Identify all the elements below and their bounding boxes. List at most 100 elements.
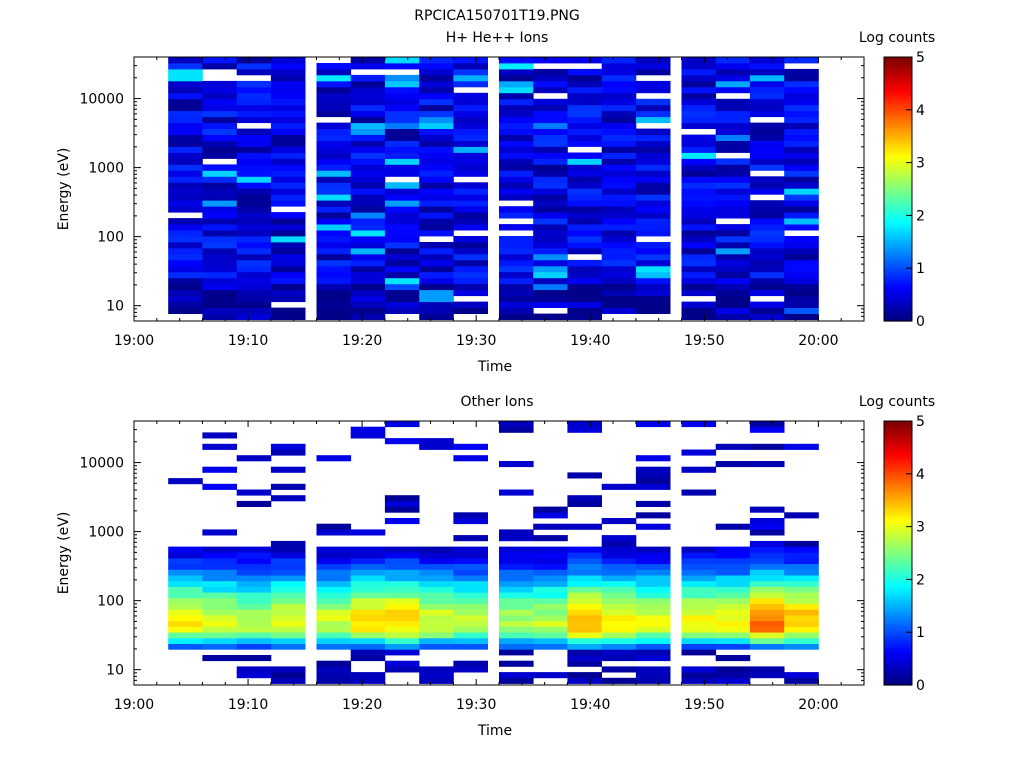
colorbar-step [884,632,912,635]
heatmap-cell [749,540,785,547]
heatmap-cell [601,218,637,225]
heatmap-cell [168,104,203,112]
heatmap-cell [749,580,785,587]
colorbar-step [884,643,912,646]
colorbar-step [884,206,912,210]
heatmap-cell [202,295,237,303]
heatmap-cell [499,552,534,559]
colorbar-step [884,277,912,280]
heatmap-cell [316,170,352,177]
heatmap-cell [384,206,420,213]
heatmap-cell [749,277,785,285]
heatmap-cell [202,140,237,147]
heatmap-cell [350,615,386,622]
heatmap-cell [533,98,568,106]
heatmap-cell [270,128,306,135]
colorbar-step [884,533,912,536]
heatmap-cell [202,110,237,118]
colorbar-step [884,502,912,506]
heatmap-cell [567,558,602,565]
heatmap-cell [635,182,671,189]
colorbar-step [884,647,912,651]
heatmap-cell [681,666,717,673]
heatmap-cell [567,98,602,106]
colorbar-step [884,506,912,510]
heatmap-cell [168,140,203,147]
heatmap-cell [202,146,237,153]
heatmap-cell [749,421,785,428]
heatmap-cell [601,643,637,650]
colorbar-step [884,252,912,256]
heatmap-cell [316,289,352,297]
heatmap-cell [384,632,420,639]
colorbar-tick-label: 1 [916,625,925,641]
heatmap-cell [168,478,203,485]
heatmap-cell [499,535,534,542]
heatmap-cell [453,643,488,650]
heatmap-cell [784,116,819,124]
heatmap-cell [384,57,420,64]
heatmap-cell [270,158,306,165]
heatmap-cell [270,63,306,70]
heatmap-cell [533,523,568,530]
heatmap-cell [453,552,488,559]
colorbar-step [884,290,912,293]
heatmap-cell [499,206,534,213]
heatmap-cell [715,242,751,249]
heatmap-cell [419,247,454,255]
heatmap-cell [419,98,454,106]
colorbar-step [884,619,912,622]
colorbar-step [884,158,912,161]
heatmap-cell [715,632,751,639]
heatmap-cell [236,104,272,112]
colorbar-step [884,517,912,521]
heatmap-cell [533,152,568,159]
heatmap-cell [316,224,352,231]
heatmap-cell [601,182,637,189]
heatmap-cell [419,620,454,627]
colorbar-tick-label: 3 [916,520,925,536]
heatmap-cell [784,295,819,303]
heatmap-cell [419,57,454,64]
heatmap-cell [168,592,203,599]
heatmap-cell [681,86,717,94]
heatmap-cell [168,176,203,183]
colorbar-step [884,451,912,455]
heatmap-cell [533,182,568,189]
heatmap-cell [419,146,454,153]
heatmap-cell [681,603,717,610]
heatmap-cell [681,632,717,639]
heatmap-cell [316,265,352,273]
x-tick-label: 19:30 [456,333,496,349]
heatmap-cell [453,518,488,525]
heatmap-cell [168,86,203,94]
heatmap-cell [601,230,637,237]
colorbar-step [884,134,912,137]
colorbar-step [884,182,912,186]
colorbar-step [884,500,912,503]
heatmap-cell [270,597,306,604]
heatmap-cell [350,236,386,243]
colorbar-tick-label: 0 [916,678,925,694]
colorbar-step [884,546,912,550]
heatmap-cell [236,176,272,183]
heatmap-cell [601,575,637,582]
heatmap-cell [601,283,637,291]
colorbar-step [884,436,912,440]
heatmap-cell [749,558,785,565]
heatmap-cell [567,660,602,667]
colorbar-step [884,544,912,547]
heatmap-cell [168,236,203,243]
heatmap-cell [384,200,420,207]
heatmap-cell [715,86,751,94]
heatmap-cell [419,313,454,320]
colorbar-step [884,550,912,554]
colorbar-gradient [884,57,912,322]
heatmap-cell [601,242,637,249]
heatmap-cell [635,146,671,153]
heatmap-cell [202,104,237,112]
heatmap-cell [715,558,751,565]
heatmap-cell [715,546,751,553]
colorbar-step [884,76,912,80]
